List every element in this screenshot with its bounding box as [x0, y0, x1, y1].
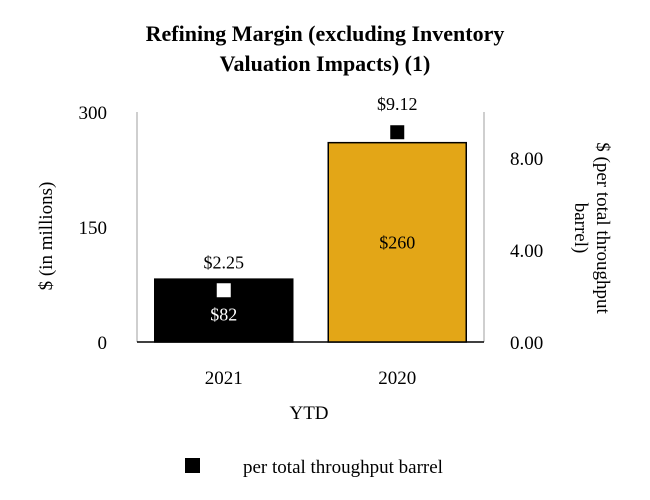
y-axis-title: $ (in millions): [36, 182, 57, 291]
markers: [216, 125, 405, 298]
secondary-y-axis-title-line-2: barrel): [570, 203, 591, 254]
bar-labels: $82 $260: [210, 232, 415, 324]
secondary-y-tick-label: 8.00: [510, 149, 543, 170]
y-tick-label: 0: [98, 333, 108, 354]
secondary-y-axis-title: $ (per total throughput barrel): [570, 142, 613, 314]
chart-title-line-2: Valuation Impacts) (1): [220, 51, 431, 76]
marker-value-label: $2.25: [204, 252, 245, 272]
marker-point: [390, 125, 405, 140]
x-axis-ticks: 2021 2020: [205, 368, 417, 389]
legend-label: per total throughput barrel: [243, 457, 443, 478]
x-tick-label: 2021: [205, 368, 243, 389]
y-axis-ticks: 0 150 300: [79, 103, 108, 354]
marker-value-label: $9.12: [377, 94, 418, 114]
legend: per total throughput barrel: [185, 457, 443, 478]
bar-value-label: $82: [210, 304, 237, 324]
chart-title-line-1: Refining Margin (excluding Inventory: [146, 21, 505, 46]
chart-title: Refining Margin (excluding Inventory Val…: [146, 21, 505, 76]
secondary-y-axis-title-line-1: $ (per total throughput: [592, 142, 613, 314]
secondary-y-tick-label: 4.00: [510, 241, 543, 262]
y-tick-label: 300: [79, 103, 108, 124]
x-tick-label: 2020: [378, 368, 416, 389]
marker-point: [216, 283, 231, 298]
secondary-y-axis-ticks: 0.00 4.00 8.00: [510, 149, 543, 354]
marker-labels: $2.25 $9.12: [204, 94, 418, 272]
y-tick-label: 150: [79, 218, 108, 239]
bar: [327, 141, 467, 343]
x-axis-title: YTD: [289, 403, 328, 424]
bars: [154, 141, 467, 343]
secondary-y-tick-label: 0.00: [510, 333, 543, 354]
legend-marker-icon: [185, 458, 200, 473]
bar-value-label: $260: [379, 232, 415, 252]
